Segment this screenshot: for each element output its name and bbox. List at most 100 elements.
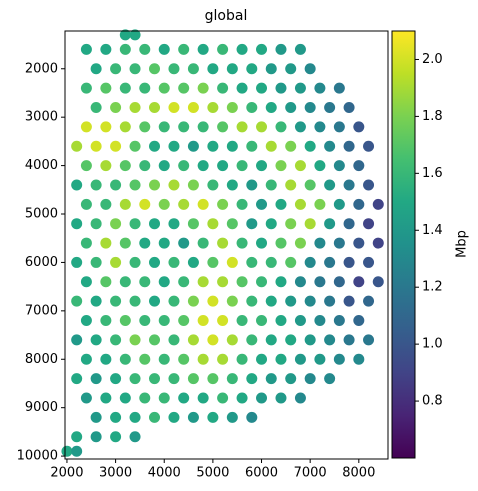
spot (90, 218, 102, 230)
spot (314, 237, 326, 249)
spot (149, 179, 161, 191)
spot (187, 140, 199, 152)
spot (197, 315, 209, 327)
spot (226, 101, 238, 113)
spot (236, 121, 248, 133)
spot (110, 334, 122, 346)
spot (246, 411, 258, 423)
spot (343, 256, 355, 268)
spot (168, 256, 180, 268)
spot (139, 198, 151, 210)
spot (149, 140, 161, 152)
spot (265, 179, 277, 191)
spot (294, 276, 306, 288)
spot (158, 392, 170, 404)
spot (80, 121, 92, 133)
spot (256, 315, 268, 327)
spot (265, 334, 277, 346)
spot (158, 43, 170, 55)
spot (256, 43, 268, 55)
spot (158, 276, 170, 288)
spot (119, 315, 131, 327)
spot (71, 373, 83, 385)
spot (71, 218, 83, 230)
spot (217, 276, 229, 288)
spot (178, 43, 190, 55)
spot (139, 276, 151, 288)
spot (363, 295, 375, 307)
plot-frame (64, 30, 389, 460)
spot (149, 373, 161, 385)
spot (149, 218, 161, 230)
spot (333, 82, 345, 94)
spot (246, 140, 258, 152)
spot (333, 237, 345, 249)
spot (236, 82, 248, 94)
spot (110, 140, 122, 152)
colorbar (391, 30, 416, 459)
spot (304, 256, 316, 268)
spot (314, 160, 326, 172)
spot (187, 373, 199, 385)
spot (119, 29, 131, 41)
colorbar-tick-label: 1.2 (422, 280, 443, 295)
spot (285, 295, 297, 307)
spot (178, 392, 190, 404)
x-tick-label: 2000 (50, 466, 83, 481)
spot (187, 101, 199, 113)
spot (314, 198, 326, 210)
spot (217, 198, 229, 210)
spot (343, 295, 355, 307)
spot (304, 295, 316, 307)
chart-title: global (205, 8, 248, 24)
spot (110, 179, 122, 191)
spot (178, 82, 190, 94)
spot (139, 237, 151, 249)
spot (110, 218, 122, 230)
spot (275, 315, 287, 327)
spot (217, 121, 229, 133)
spot (139, 43, 151, 55)
spot (256, 276, 268, 288)
spot (80, 353, 92, 365)
spot (256, 237, 268, 249)
y-tick-label: 6000 (25, 255, 58, 270)
spot (314, 353, 326, 365)
spot (275, 276, 287, 288)
x-tick-label: 6000 (245, 466, 278, 481)
spot (246, 179, 258, 191)
spot (110, 431, 122, 443)
spot (90, 140, 102, 152)
spot (129, 256, 141, 268)
spot (71, 295, 83, 307)
spot (226, 295, 238, 307)
spot (119, 198, 131, 210)
spot (71, 431, 83, 443)
spot (275, 353, 287, 365)
spot (158, 353, 170, 365)
spot (119, 353, 131, 365)
spot (236, 392, 248, 404)
spot (119, 392, 131, 404)
spot (168, 101, 180, 113)
spot (285, 63, 297, 75)
spot (119, 43, 131, 55)
spot (256, 353, 268, 365)
spot (149, 411, 161, 423)
spot (168, 179, 180, 191)
spot (207, 63, 219, 75)
spot (100, 82, 112, 94)
spot (168, 218, 180, 230)
spot (71, 140, 83, 152)
spot (285, 179, 297, 191)
spot (207, 373, 219, 385)
spot (285, 334, 297, 346)
spot (139, 353, 151, 365)
spot (246, 373, 258, 385)
spot (187, 218, 199, 230)
spot (265, 218, 277, 230)
y-tick-label: 4000 (25, 158, 58, 173)
spot (178, 353, 190, 365)
spot (256, 160, 268, 172)
